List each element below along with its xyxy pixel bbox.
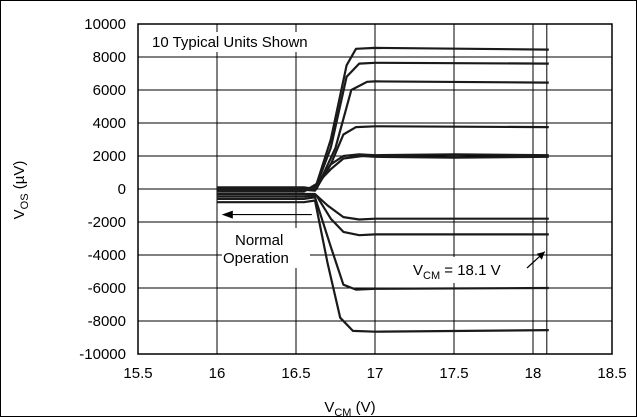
y-tick-label: -6000 xyxy=(88,280,126,297)
vcm-suffix: = 18.1 V xyxy=(440,262,500,279)
y-tick-label: -10000 xyxy=(79,346,126,363)
x-tick-label: 17 xyxy=(367,365,384,382)
x-axis-label: VCM (V) xyxy=(324,399,375,417)
y-tick-label: 6000 xyxy=(93,82,126,99)
x-tick-label: 18.5 xyxy=(597,365,626,382)
y-tick-label: 10000 xyxy=(84,16,126,33)
x-axis-label-subscript: CM xyxy=(334,407,351,417)
y-tick-label: 4000 xyxy=(93,115,126,132)
plot-border xyxy=(137,23,613,355)
x-tick-label: 16 xyxy=(209,365,226,382)
normal-arrow-head xyxy=(221,210,233,219)
x-tick-label: 18 xyxy=(525,365,542,382)
vcm-label-background xyxy=(410,257,528,283)
normal-operation-arrow xyxy=(221,210,312,219)
series-line xyxy=(217,154,549,193)
vcm-arrow-head xyxy=(536,251,545,260)
series-line xyxy=(217,199,549,333)
x-tick-label: 15.5 xyxy=(123,365,152,382)
y-axis-label-unit: (µV) xyxy=(11,161,28,194)
series-group xyxy=(217,46,549,333)
x-tick-label: 17.5 xyxy=(439,365,468,382)
y-tick-label: 2000 xyxy=(93,148,126,165)
series-line xyxy=(217,153,549,192)
series-line xyxy=(217,196,549,291)
vcm-subscript: CM xyxy=(423,270,440,282)
y-tick-label: -2000 xyxy=(88,214,126,231)
units-label-background xyxy=(145,32,345,52)
grid xyxy=(138,24,612,354)
x-tick-label: 16.5 xyxy=(281,365,310,382)
y-tick-label: -8000 xyxy=(88,313,126,330)
normal-annotation-line1: Normal xyxy=(235,232,283,249)
normal-label-background xyxy=(222,228,310,268)
series-line xyxy=(217,194,549,237)
y-tick-label: 8000 xyxy=(93,49,126,66)
x-axis-label-main: V xyxy=(324,399,334,416)
y-tick-label: 0 xyxy=(118,181,126,198)
normal-annotation-line2: Operation xyxy=(223,250,289,267)
x-tick-labels: 15.5 16 16.5 17 17.5 18 18.5 xyxy=(123,365,626,382)
units-annotation: 10 Typical Units Shown xyxy=(152,34,308,51)
vcm-annotation: VCM = 18.1 V xyxy=(413,262,501,282)
vcm-prefix: V xyxy=(413,262,423,279)
y-axis-label-main: V xyxy=(11,209,28,219)
series-line xyxy=(217,192,549,221)
x-axis-label-unit: (V) xyxy=(351,399,375,416)
y-tick-labels: 10000 8000 6000 4000 2000 0 -2000 -4000 -6000 -80… xyxy=(79,16,126,363)
y-axis-label-subscript: OS xyxy=(19,193,31,209)
series-line xyxy=(217,125,549,192)
vcm-arrow xyxy=(526,251,546,269)
y-axis-label: VOS (µV) xyxy=(11,161,31,220)
series-line xyxy=(217,80,549,191)
y-tick-label: -4000 xyxy=(88,247,126,264)
series-line xyxy=(217,46,549,191)
